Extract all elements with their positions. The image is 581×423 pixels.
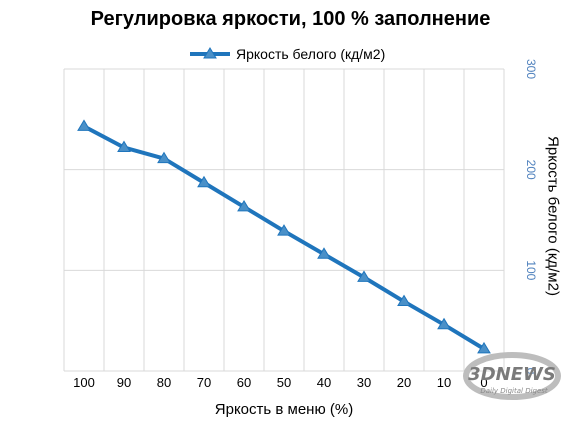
x-tick-label: 80	[157, 375, 171, 390]
x-tick-label: 90	[117, 375, 131, 390]
x-tick-label: 0	[480, 375, 487, 390]
legend-label: Яркость белого (кд/м2)	[236, 46, 386, 62]
data-point-marker	[477, 341, 491, 354]
x-tick-label: 20	[397, 375, 411, 390]
legend-line-marker-icon	[190, 47, 230, 59]
watermark-3dnews-icon: 3DNEWS Daily Digital Digest	[463, 352, 561, 400]
watermark-logo: 3DNEWS Daily Digital Digest	[462, 346, 572, 404]
data-point-marker	[77, 119, 91, 131]
x-tick-label: 30	[357, 375, 371, 390]
data-point-marker	[397, 294, 411, 307]
x-tick-label: 10	[437, 375, 451, 390]
data-point-marker	[117, 140, 131, 153]
x-tick-label: 70	[197, 375, 211, 390]
y-tick-label: 100	[524, 260, 538, 280]
data-point-marker	[357, 270, 371, 282]
svg-text:3DNEWS: 3DNEWS	[468, 364, 556, 385]
x-axis-label: Яркость в меню (%)	[214, 401, 354, 418]
data-point-marker	[237, 199, 251, 212]
data-point-marker	[157, 151, 171, 164]
x-tick-label: 50	[277, 375, 291, 390]
chart-title: Регулировка яркости, 100 % заполнение	[90, 8, 491, 30]
legend: Яркость белого (кд/м2)	[190, 44, 385, 64]
x-tick-label: 100	[73, 375, 95, 390]
data-point-marker	[197, 175, 211, 188]
y-axis-label: Яркость белого (кд/м2)	[544, 136, 562, 296]
y-tick-label: 300	[524, 59, 538, 79]
data-point-marker	[437, 317, 451, 330]
y-tick-label: 200	[524, 160, 538, 180]
data-point-marker	[277, 224, 291, 236]
x-tick-label: 60	[237, 375, 251, 390]
data-point-marker	[317, 247, 331, 259]
y-tick-label: 0	[524, 368, 538, 375]
svg-text:Daily Digital Digest: Daily Digital Digest	[480, 387, 548, 395]
x-tick-label: 40	[317, 375, 331, 390]
